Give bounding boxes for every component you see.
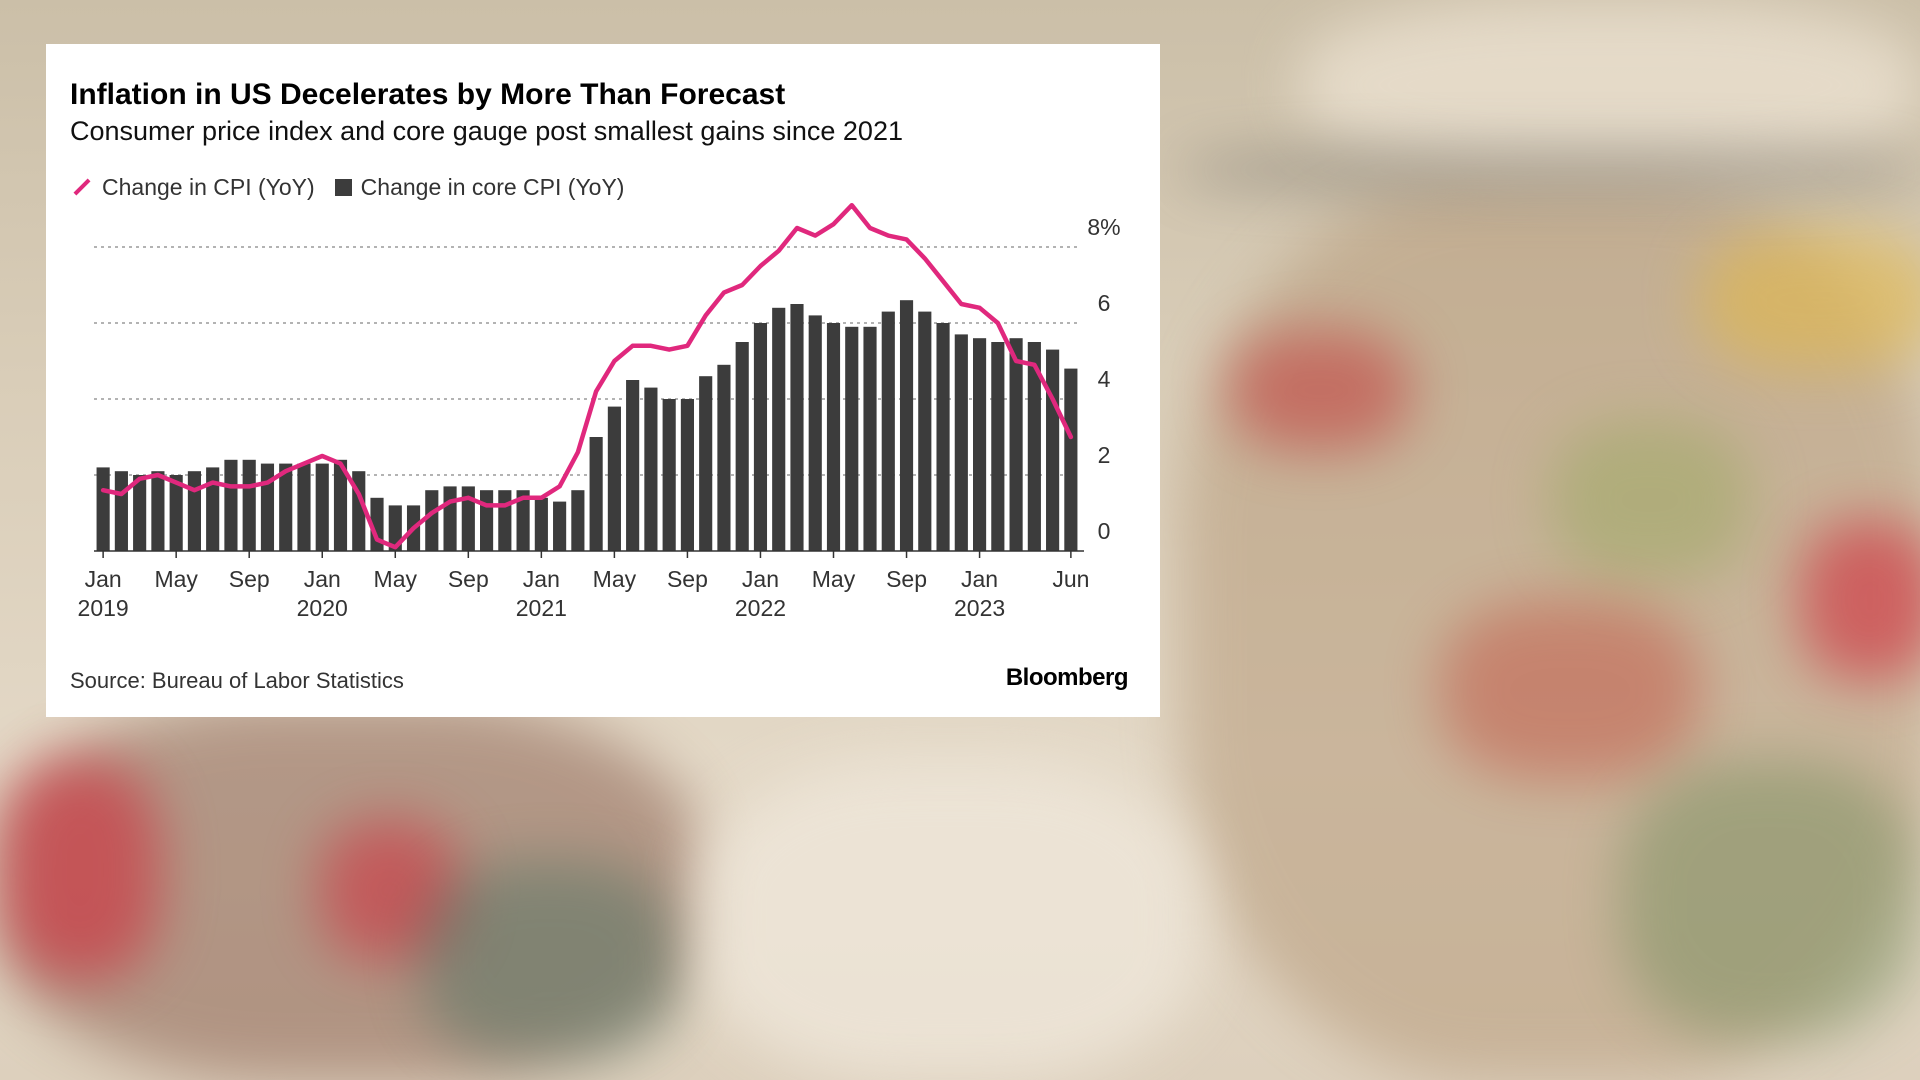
x-tick-year-label: 2023 bbox=[954, 595, 1005, 621]
core-cpi-bar bbox=[498, 490, 512, 551]
x-tick-label: Sep bbox=[448, 566, 489, 592]
source-note: Source: Bureau of Labor Statistics bbox=[70, 668, 404, 693]
y-tick-label: 8% bbox=[1087, 214, 1120, 240]
core-cpi-bar bbox=[644, 387, 658, 551]
core-cpi-bar bbox=[1046, 349, 1060, 551]
chart-card: Inflation in US Decelerates by More Than… bbox=[46, 44, 1160, 717]
core-cpi-bar bbox=[315, 463, 329, 551]
x-tick-year-label: 2019 bbox=[78, 595, 129, 621]
core-cpi-bar bbox=[297, 463, 311, 551]
x-tick-label: Jan bbox=[523, 566, 560, 592]
core-cpi-bar bbox=[169, 475, 183, 551]
x-tick-label: Sep bbox=[886, 566, 927, 592]
x-tick-label: Sep bbox=[229, 566, 270, 592]
x-tick-label: Jan bbox=[961, 566, 998, 592]
core-cpi-bar bbox=[899, 300, 914, 551]
chart-legend: Change in CPI (YoY) Change in core CPI (… bbox=[70, 172, 624, 202]
x-tick-label: May bbox=[593, 566, 637, 592]
core-cpi-bar bbox=[1027, 342, 1041, 551]
core-cpi-bar bbox=[370, 497, 384, 551]
core-cpi-bar bbox=[826, 323, 841, 551]
x-tick-year-label: 2022 bbox=[735, 595, 786, 621]
core-cpi-bar bbox=[516, 490, 530, 551]
legend-label-cpi: Change in CPI (YoY) bbox=[102, 173, 315, 200]
core-cpi-bar bbox=[553, 501, 567, 551]
core-cpi-bar bbox=[662, 399, 676, 551]
bloomberg-logo: Bloomberg bbox=[1005, 664, 1129, 691]
core-cpi-bar bbox=[388, 505, 402, 551]
core-cpi-bar bbox=[680, 399, 694, 551]
core-cpi-bar bbox=[187, 471, 201, 551]
chart-plot: 0 2 4 6 8% Jan 2019 May Sep Jan 2020 May Sep Jan 2021 M… bbox=[78, 202, 1121, 621]
core-cpi-bar bbox=[279, 463, 293, 551]
core-cpi-bar bbox=[954, 334, 968, 551]
core-cpi-bar bbox=[753, 323, 768, 551]
core-cpi-bar bbox=[1009, 338, 1023, 551]
core-cpi-bar bbox=[808, 315, 822, 551]
core-cpi-bar bbox=[96, 467, 110, 551]
core-cpi-bar bbox=[991, 342, 1005, 551]
y-tick-label: 2 bbox=[1098, 442, 1111, 468]
y-tick-label: 6 bbox=[1098, 290, 1111, 316]
core-cpi-bar bbox=[863, 326, 877, 551]
legend-bar-swatch bbox=[334, 178, 352, 196]
y-tick-label: 0 bbox=[1098, 518, 1111, 544]
x-tick-label: Jun bbox=[1052, 566, 1089, 592]
core-cpi-bar bbox=[151, 471, 165, 551]
core-cpi-bar bbox=[918, 311, 932, 551]
core-cpi-bar bbox=[845, 326, 859, 551]
core-cpi-bar bbox=[534, 497, 548, 551]
cpi-line bbox=[100, 202, 1074, 550]
x-tick-label: May bbox=[812, 566, 856, 592]
core-cpi-bar bbox=[480, 490, 494, 551]
legend-label-core-cpi: Change in core CPI (YoY) bbox=[360, 173, 625, 200]
x-tick-label: Jan bbox=[85, 566, 122, 592]
x-tick-label: May bbox=[374, 566, 418, 592]
core-cpi-bar bbox=[626, 380, 640, 551]
core-cpi-bar bbox=[260, 463, 275, 551]
core-cpi-bar bbox=[133, 475, 147, 551]
core-cpi-bar bbox=[206, 467, 220, 551]
x-tick-label: Jan bbox=[742, 566, 779, 592]
core-cpi-bar bbox=[607, 406, 621, 551]
core-cpi-bar bbox=[425, 490, 439, 551]
x-tick-year-label: 2020 bbox=[297, 595, 348, 621]
x-tick-label: Jan bbox=[304, 566, 341, 592]
core-cpi-bar bbox=[461, 486, 475, 551]
core-cpi-bar bbox=[735, 342, 749, 551]
core-cpi-bar bbox=[881, 311, 895, 551]
y-tick-label: 4 bbox=[1098, 366, 1111, 392]
core-cpi-bar bbox=[224, 459, 238, 551]
core-cpi-bar bbox=[772, 307, 786, 551]
core-cpi-bar bbox=[973, 338, 987, 551]
core-cpi-bar bbox=[114, 471, 128, 551]
core-cpi-bar bbox=[242, 459, 256, 551]
core-cpi-bar bbox=[790, 304, 804, 551]
core-cpi-bar bbox=[571, 490, 585, 551]
x-tick-year-label: 2021 bbox=[516, 595, 567, 621]
x-tick-label: Sep bbox=[667, 566, 708, 592]
core-cpi-bar bbox=[717, 364, 731, 551]
chart-title: Inflation in US Decelerates by More Than… bbox=[70, 78, 786, 111]
core-cpi-bar bbox=[589, 437, 603, 551]
core-cpi-bar bbox=[699, 376, 713, 551]
core-cpi-bar bbox=[936, 323, 950, 551]
core-cpi-bar bbox=[1064, 368, 1078, 551]
core-cpi-bar bbox=[443, 486, 457, 551]
x-tick-label: May bbox=[154, 566, 198, 592]
core-cpi-bar bbox=[333, 459, 348, 551]
chart-subtitle: Consumer price index and core gauge post… bbox=[70, 116, 903, 146]
